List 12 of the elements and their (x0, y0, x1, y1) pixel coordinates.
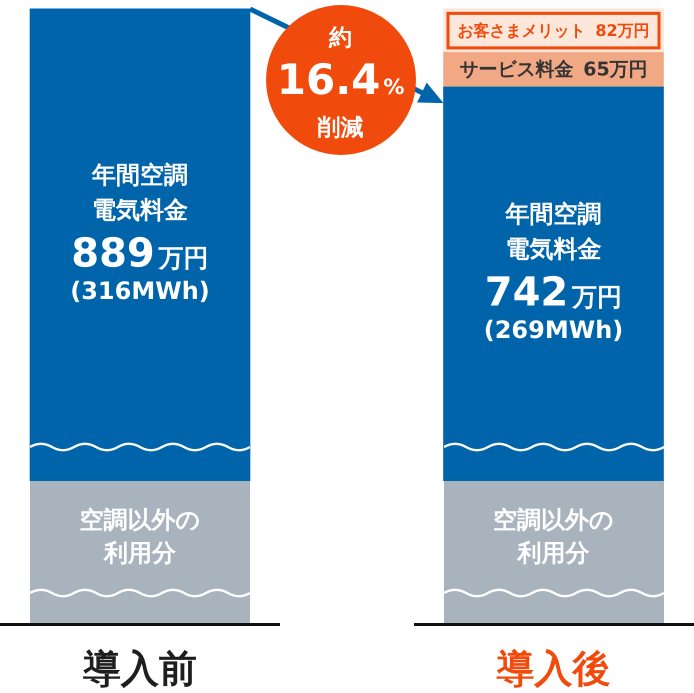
series-label: サービス料金 (459, 58, 574, 81)
text: 約16.4%削減 (276, 24, 404, 140)
data-label: 82万円 (595, 20, 650, 40)
series-label: 年間空調電気料金 (504, 200, 602, 264)
series-label: お客さまメリット (457, 20, 586, 40)
x-tick-label: 導入後 (496, 646, 610, 691)
text: 空調以外の利用分 (80, 505, 200, 569)
x-tick-label: 導入前 (82, 646, 197, 691)
data-label: 889万円 (316MWh) (70, 230, 210, 306)
text: 空調以外の利用分 (493, 505, 614, 569)
text: 年間空調電気料金 (92, 161, 188, 224)
data-label: 65万円 (583, 58, 648, 81)
